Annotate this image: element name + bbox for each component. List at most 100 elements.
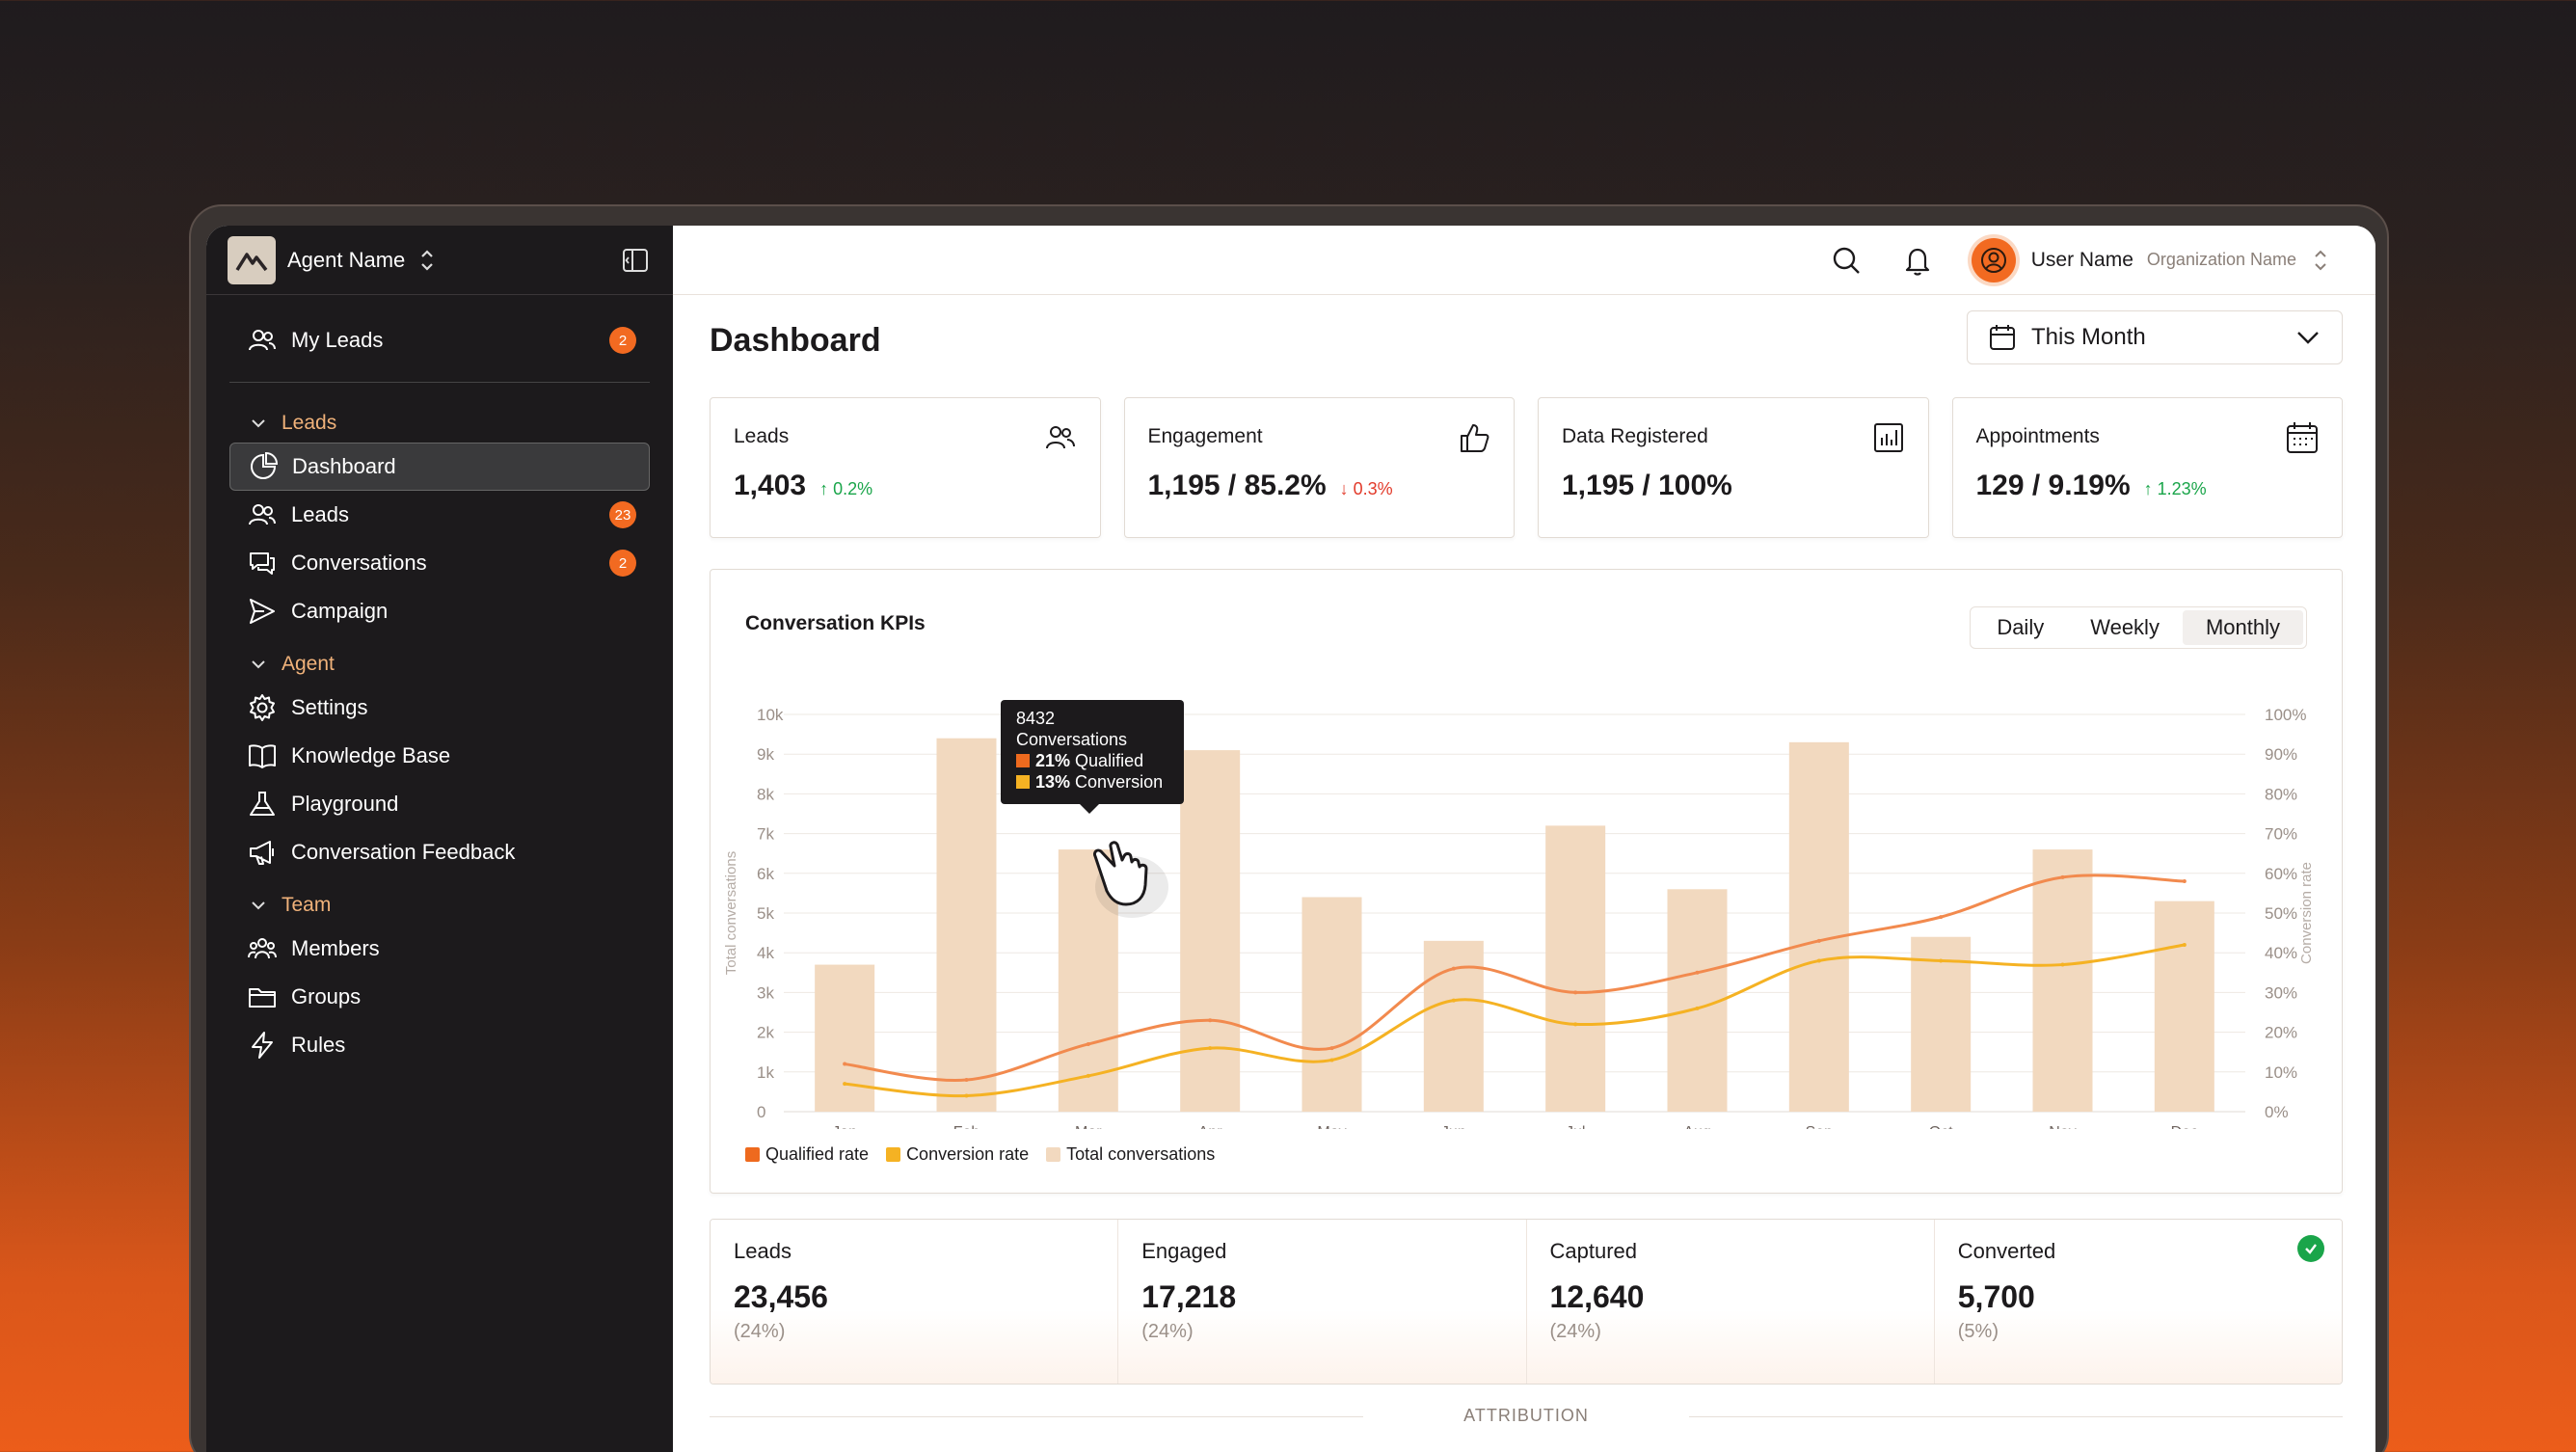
conversation-kpis-chart: 0 0% 1k 10% 2k 20% 3k 30% 4k 40% 5k 50% 6k 60% 7k 70% 8k… [723, 706, 2315, 1129]
kpi-card-appointments[interactable]: Appointments 129 / 9.19% ↑ 1.23% [1951, 397, 2343, 538]
point-qualified-rate [1695, 970, 1700, 975]
book-icon [249, 744, 276, 768]
point-conversion-rate [964, 1093, 969, 1098]
x-tick-label: Oct [1929, 1124, 1953, 1129]
y-tick-label: 1k [757, 1063, 774, 1082]
point-conversion-rate [1939, 958, 1944, 963]
date-range-select[interactable]: This Month [1967, 310, 2343, 364]
sidebar-item-campaign[interactable]: Campaign [229, 587, 650, 635]
sidebar-item-dashboard[interactable]: Dashboard [229, 443, 650, 491]
x-tick-label: Sep [1806, 1124, 1834, 1129]
app-window: Agent Name My Leads 2 Leads Dashboard Lead… [206, 226, 2375, 1452]
agent-switcher[interactable]: Agent Name [206, 226, 673, 295]
chart-title: Conversation KPIs [745, 612, 926, 634]
point-qualified-rate [1573, 990, 1578, 995]
x-tick-label: Dec [2171, 1124, 2198, 1129]
chevron-updown-icon[interactable] [2312, 248, 2329, 273]
sidebar-item-label: Groups [291, 984, 362, 1008]
funnel-stage-captured[interactable]: Captured 12,640 (24%) [1526, 1220, 1935, 1384]
users-icon [249, 504, 276, 525]
sidebar-item-groups[interactable]: Groups [229, 973, 650, 1021]
sidebar-item-conversation-feedback[interactable]: Conversation Feedback [229, 828, 650, 876]
period-tab-monthly[interactable]: Monthly [2182, 610, 2303, 645]
y-tick-label: 10k [757, 706, 784, 724]
legend-swatch [1046, 1147, 1061, 1162]
funnel-summary: Leads 23,456 (24%) Engaged 17,218 (24%) Captur… [710, 1219, 2343, 1385]
collapse-sidebar-button[interactable] [619, 244, 652, 277]
y-tick-label: 3k [757, 983, 774, 1002]
tooltip-conversion: 13% Conversion [1016, 771, 1168, 793]
x-tick-label: Nov [2049, 1124, 2076, 1129]
kpi-card-engagement[interactable]: Engagement 1,195 / 85.2% ↓ 0.3% [1123, 397, 1515, 538]
sidebar-item-knowledge-base[interactable]: Knowledge Base [229, 732, 650, 780]
point-conversion-rate [1329, 1058, 1334, 1062]
notifications-button[interactable] [1900, 243, 1935, 278]
point-conversion-rate [1208, 1046, 1213, 1051]
users-icon [249, 330, 276, 351]
sidebar-item-conversations[interactable]: Conversations 2 [229, 539, 650, 587]
funnel-stage-engaged[interactable]: Engaged 17,218 (24%) [1118, 1220, 1527, 1384]
bar-sep [1788, 741, 1849, 1112]
kpi-label: Data Registered [1562, 425, 1708, 447]
y2-tick-label: 50% [2265, 904, 2297, 923]
funnel-value: 23,456 [734, 1279, 828, 1314]
point-qualified-rate [1816, 938, 1821, 943]
y-tick-label: 7k [757, 825, 774, 844]
y2-tick-label: 100% [2265, 706, 2306, 724]
kpi-value: 129 / 9.19% [1975, 470, 2131, 501]
y2-tick-label: 70% [2265, 825, 2297, 844]
sidebar-item-settings[interactable]: Settings [229, 684, 650, 732]
chevron-updown-icon [421, 249, 434, 271]
x-tick-label: Mar [1075, 1124, 1102, 1129]
user-name[interactable]: User Name [2030, 248, 2133, 271]
search-button[interactable] [1829, 243, 1864, 278]
sidebar-section-leads[interactable]: Leads [206, 404, 673, 443]
tooltip-value: 8432 [1016, 709, 1056, 728]
funnel-value: 17,218 [1141, 1279, 1237, 1314]
tooltip-conversion-pct: 13% [1035, 772, 1071, 792]
sidebar-item-my-leads[interactable]: My Leads 2 [229, 316, 650, 364]
check-circle-icon [2297, 1235, 2324, 1262]
funnel-value: 5,700 [1957, 1279, 2035, 1314]
tooltip-label: Conversations [1016, 730, 1128, 749]
avatar[interactable] [1971, 237, 2016, 282]
chart-tooltip: 8432 Conversations 21% Qualified 13% Con… [1001, 700, 1184, 814]
y2-tick-label: 0% [2265, 1103, 2289, 1121]
sidebar-item-leads[interactable]: Leads 23 [229, 491, 650, 539]
sidebar-item-label: Dashboard [292, 454, 396, 478]
period-tab-weekly[interactable]: Weekly [2090, 615, 2160, 639]
legend-label: Conversion rate [906, 1144, 1030, 1164]
kpi-value: 1,403 [734, 470, 807, 501]
chart-legend: Qualified rate Conversion rate Total conve… [745, 1144, 1215, 1165]
point-qualified-rate [1939, 915, 1944, 920]
legend-item: Conversion rate [886, 1144, 1029, 1165]
y-tick-label: 9k [757, 745, 774, 764]
funnel-stage-leads[interactable]: Leads 23,456 (24%) [711, 1220, 1119, 1384]
sidebar-item-rules[interactable]: Rules [229, 1021, 650, 1069]
organization-name[interactable]: Organization Name [2146, 250, 2296, 269]
funnel-stage-converted[interactable]: Converted 5,700 (5%) [1934, 1220, 2342, 1384]
point-qualified-rate [964, 1078, 969, 1083]
y-tick-label: 2k [757, 1024, 774, 1042]
sidebar-item-members[interactable]: Members [229, 925, 650, 973]
bar-jan [815, 964, 875, 1112]
point-qualified-rate [1086, 1041, 1090, 1046]
bar-dec [2154, 901, 2214, 1112]
sidebar-item-label: Rules [291, 1033, 346, 1057]
point-conversion-rate [1816, 958, 1821, 963]
sidebar-item-label: My Leads [291, 328, 384, 352]
y-tick-label: 8k [757, 785, 774, 803]
kpi-card-leads[interactable]: Leads 1,403 ↑ 0.2% [710, 397, 1101, 538]
sidebar-item-playground[interactable]: Playground [229, 780, 650, 828]
funnel-percent: (5%) [1957, 1321, 1999, 1342]
sidebar-section-agent[interactable]: Agent [206, 645, 673, 684]
point-qualified-rate [2182, 879, 2187, 884]
period-tab-daily[interactable]: Daily [1997, 615, 2045, 639]
chat-icon [250, 552, 275, 575]
kpi-card-data-registered[interactable]: Data Registered 1,195 / 100% [1538, 397, 1929, 538]
sidebar-section-title: Team [282, 894, 332, 916]
y2-tick-label: 80% [2265, 785, 2297, 803]
sidebar-section-team[interactable]: Team [206, 886, 673, 925]
bar-oct [1911, 936, 1972, 1112]
sidebar-item-label: Knowledge Base [291, 743, 451, 767]
